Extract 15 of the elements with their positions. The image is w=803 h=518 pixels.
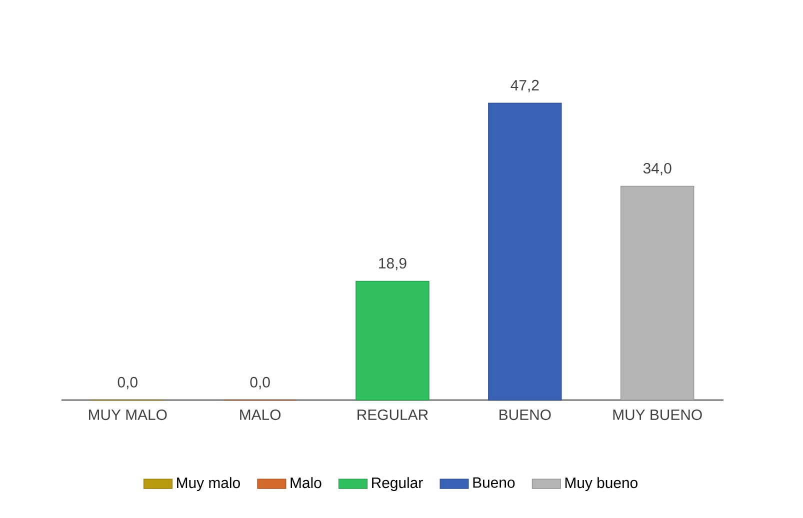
legend-label: Malo bbox=[290, 477, 322, 488]
data-label: 18,9 bbox=[379, 258, 406, 270]
data-label: 47,2 bbox=[510, 80, 539, 92]
x-tick-label: REGULAR bbox=[358, 409, 428, 420]
x-tick-label: MALO bbox=[240, 409, 281, 420]
legend-label: Muy malo bbox=[177, 477, 240, 491]
data-label: 0,0 bbox=[118, 376, 138, 390]
x-tick-label: MUY MALO bbox=[89, 409, 167, 420]
legend-label: Regular bbox=[372, 477, 423, 491]
data-label: 0,0 bbox=[250, 376, 270, 390]
legend-label: Bueno bbox=[473, 477, 515, 488]
x-tick-label: BUENO bbox=[500, 409, 551, 420]
data-label: 34,0 bbox=[643, 162, 672, 176]
x-tick-label: MUY BUENO bbox=[613, 409, 702, 420]
legend-label: Muy bueno bbox=[565, 477, 638, 491]
